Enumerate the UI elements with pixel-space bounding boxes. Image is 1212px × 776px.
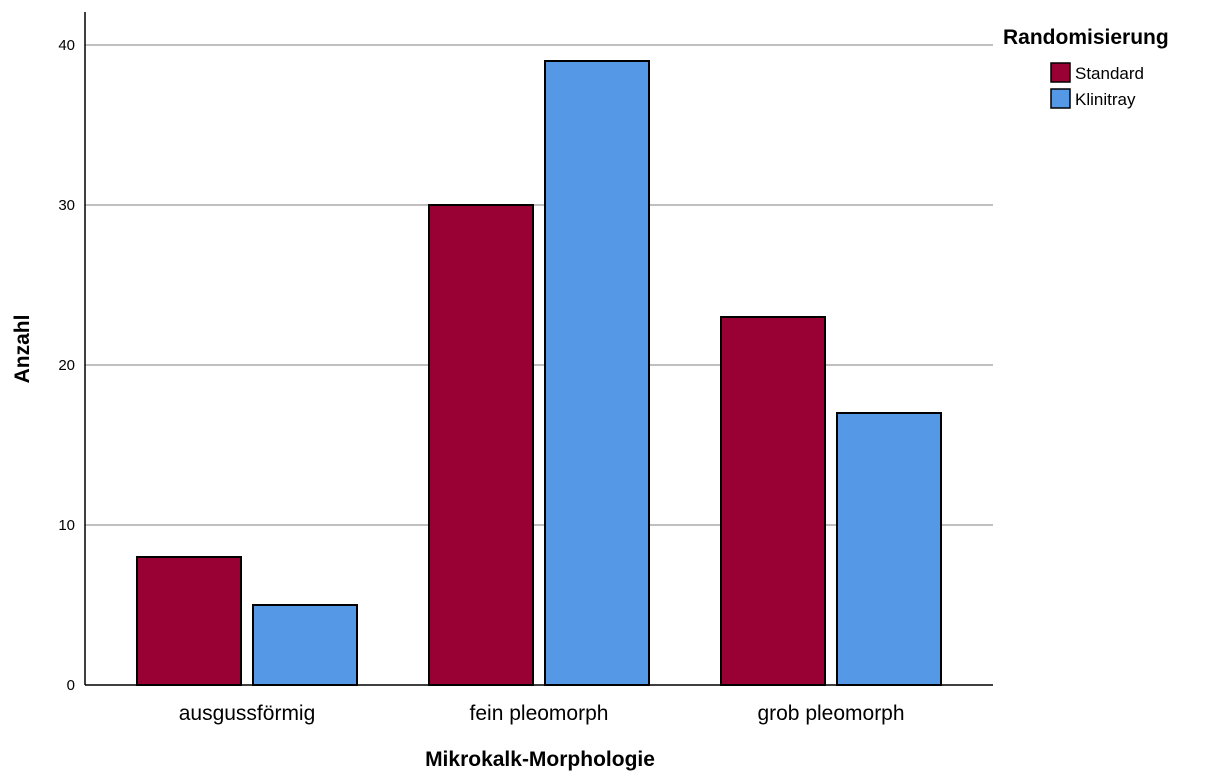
bars-group [136,60,942,686]
legend-label-klinitray: Klinitray [1075,90,1136,109]
legend-swatch-standard [1050,62,1071,83]
y-tick-label: 20 [58,357,75,374]
y-axis-title: Anzahl [11,315,34,384]
legend-items: Standard Klinitray [1050,62,1144,109]
bar-klinitray-1 [544,60,650,686]
bar-standard-2 [720,316,826,686]
legend-label-standard: Standard [1075,64,1144,83]
x-category-labels: ausgussförmig fein pleomorph grob pleomorp… [179,702,905,725]
x-axis-title: Mikrokalk-Morphologie [425,748,655,771]
y-tick-label: 40 [58,37,75,54]
legend-swatch-klinitray [1050,88,1071,109]
x-category-label: fein pleomorph [470,702,609,725]
x-category-label: ausgussförmig [179,702,316,725]
legend-title: Randomisierung [1003,26,1169,49]
y-tick-label: 0 [67,677,75,694]
legend: Randomisierung Standard Klinitray [1003,26,1169,109]
bar-standard-0 [136,556,242,686]
x-category-label: grob pleomorph [757,702,904,725]
bar-standard-1 [428,204,534,686]
bar-klinitray-2 [836,412,942,686]
y-tick-label: 30 [58,197,75,214]
bar-klinitray-0 [252,604,358,686]
y-tick-label: 10 [58,517,75,534]
y-tick-labels: 0 10 20 30 40 [58,37,75,694]
